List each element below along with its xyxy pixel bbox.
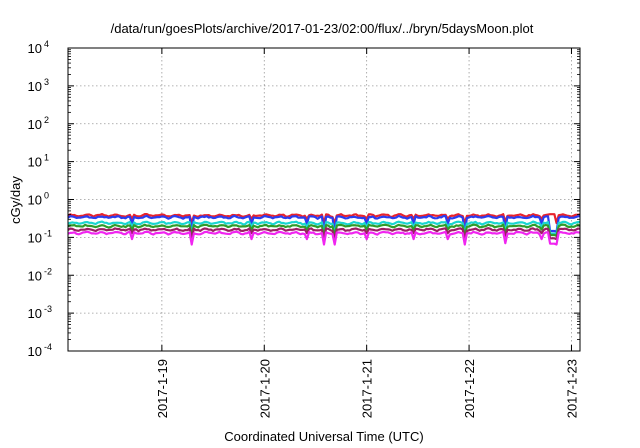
y-tick-label: 10 0 <box>28 191 49 208</box>
x-axis: 2017-1-19 2017-1-20 2017-1-21 2017-1-22 2017… <box>155 48 579 418</box>
x-axis-title: Coordinated Universal Time (UTC) <box>224 429 423 444</box>
y-tick-label: 10 2 <box>28 115 49 132</box>
y-tick-label: 10 4 <box>28 39 49 56</box>
series-group <box>67 213 581 246</box>
y-tick-label: 10 -4 <box>28 342 52 359</box>
series-line <box>67 213 581 225</box>
y-tick-label: 10 3 <box>28 77 49 94</box>
x-tick-label: 2017-1-21 <box>360 359 375 418</box>
y-tick-label: 10 -1 <box>28 228 52 245</box>
y-tick-label: 10 -2 <box>28 266 52 283</box>
x-tick-label: 2017-1-23 <box>564 359 579 418</box>
y-tick-label: 10 -3 <box>28 304 52 321</box>
series-line <box>67 230 581 246</box>
x-tick-label: 2017-1-22 <box>462 359 477 418</box>
y-axis-title: cGy/day <box>8 176 23 224</box>
x-tick-label: 2017-1-20 <box>257 359 272 418</box>
chart-title: /data/run/goesPlots/archive/2017-01-23/0… <box>111 21 534 36</box>
x-tick-label: 2017-1-19 <box>155 359 170 418</box>
y-tick-label: 10 1 <box>28 153 49 170</box>
grid <box>68 48 580 351</box>
